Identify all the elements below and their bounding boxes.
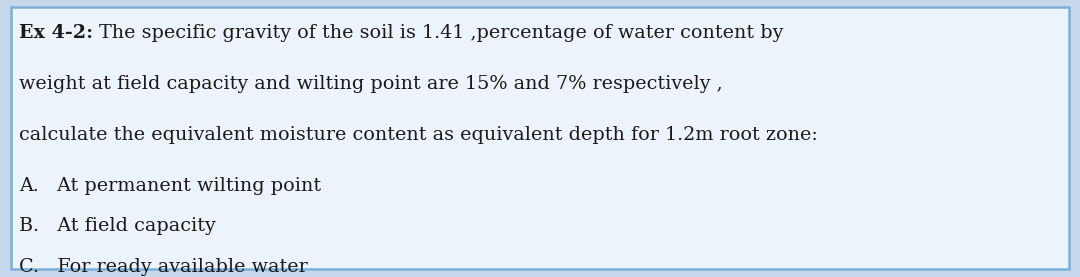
Text: B.   At field capacity: B. At field capacity xyxy=(19,217,216,235)
Text: C.   For ready available water: C. For ready available water xyxy=(19,258,308,276)
Text: The specific gravity of the soil is 1.41 ,percentage of water content by: The specific gravity of the soil is 1.41… xyxy=(93,24,783,42)
Text: A.   At permanent wilting point: A. At permanent wilting point xyxy=(19,177,322,195)
Text: weight at field capacity and wilting point are 15% and 7% respectively ,: weight at field capacity and wilting poi… xyxy=(19,75,724,93)
FancyBboxPatch shape xyxy=(11,7,1069,269)
Text: calculate the equivalent moisture content as equivalent depth for 1.2m root zone: calculate the equivalent moisture conten… xyxy=(19,126,819,144)
Text: Ex 4-2:: Ex 4-2: xyxy=(19,24,94,42)
